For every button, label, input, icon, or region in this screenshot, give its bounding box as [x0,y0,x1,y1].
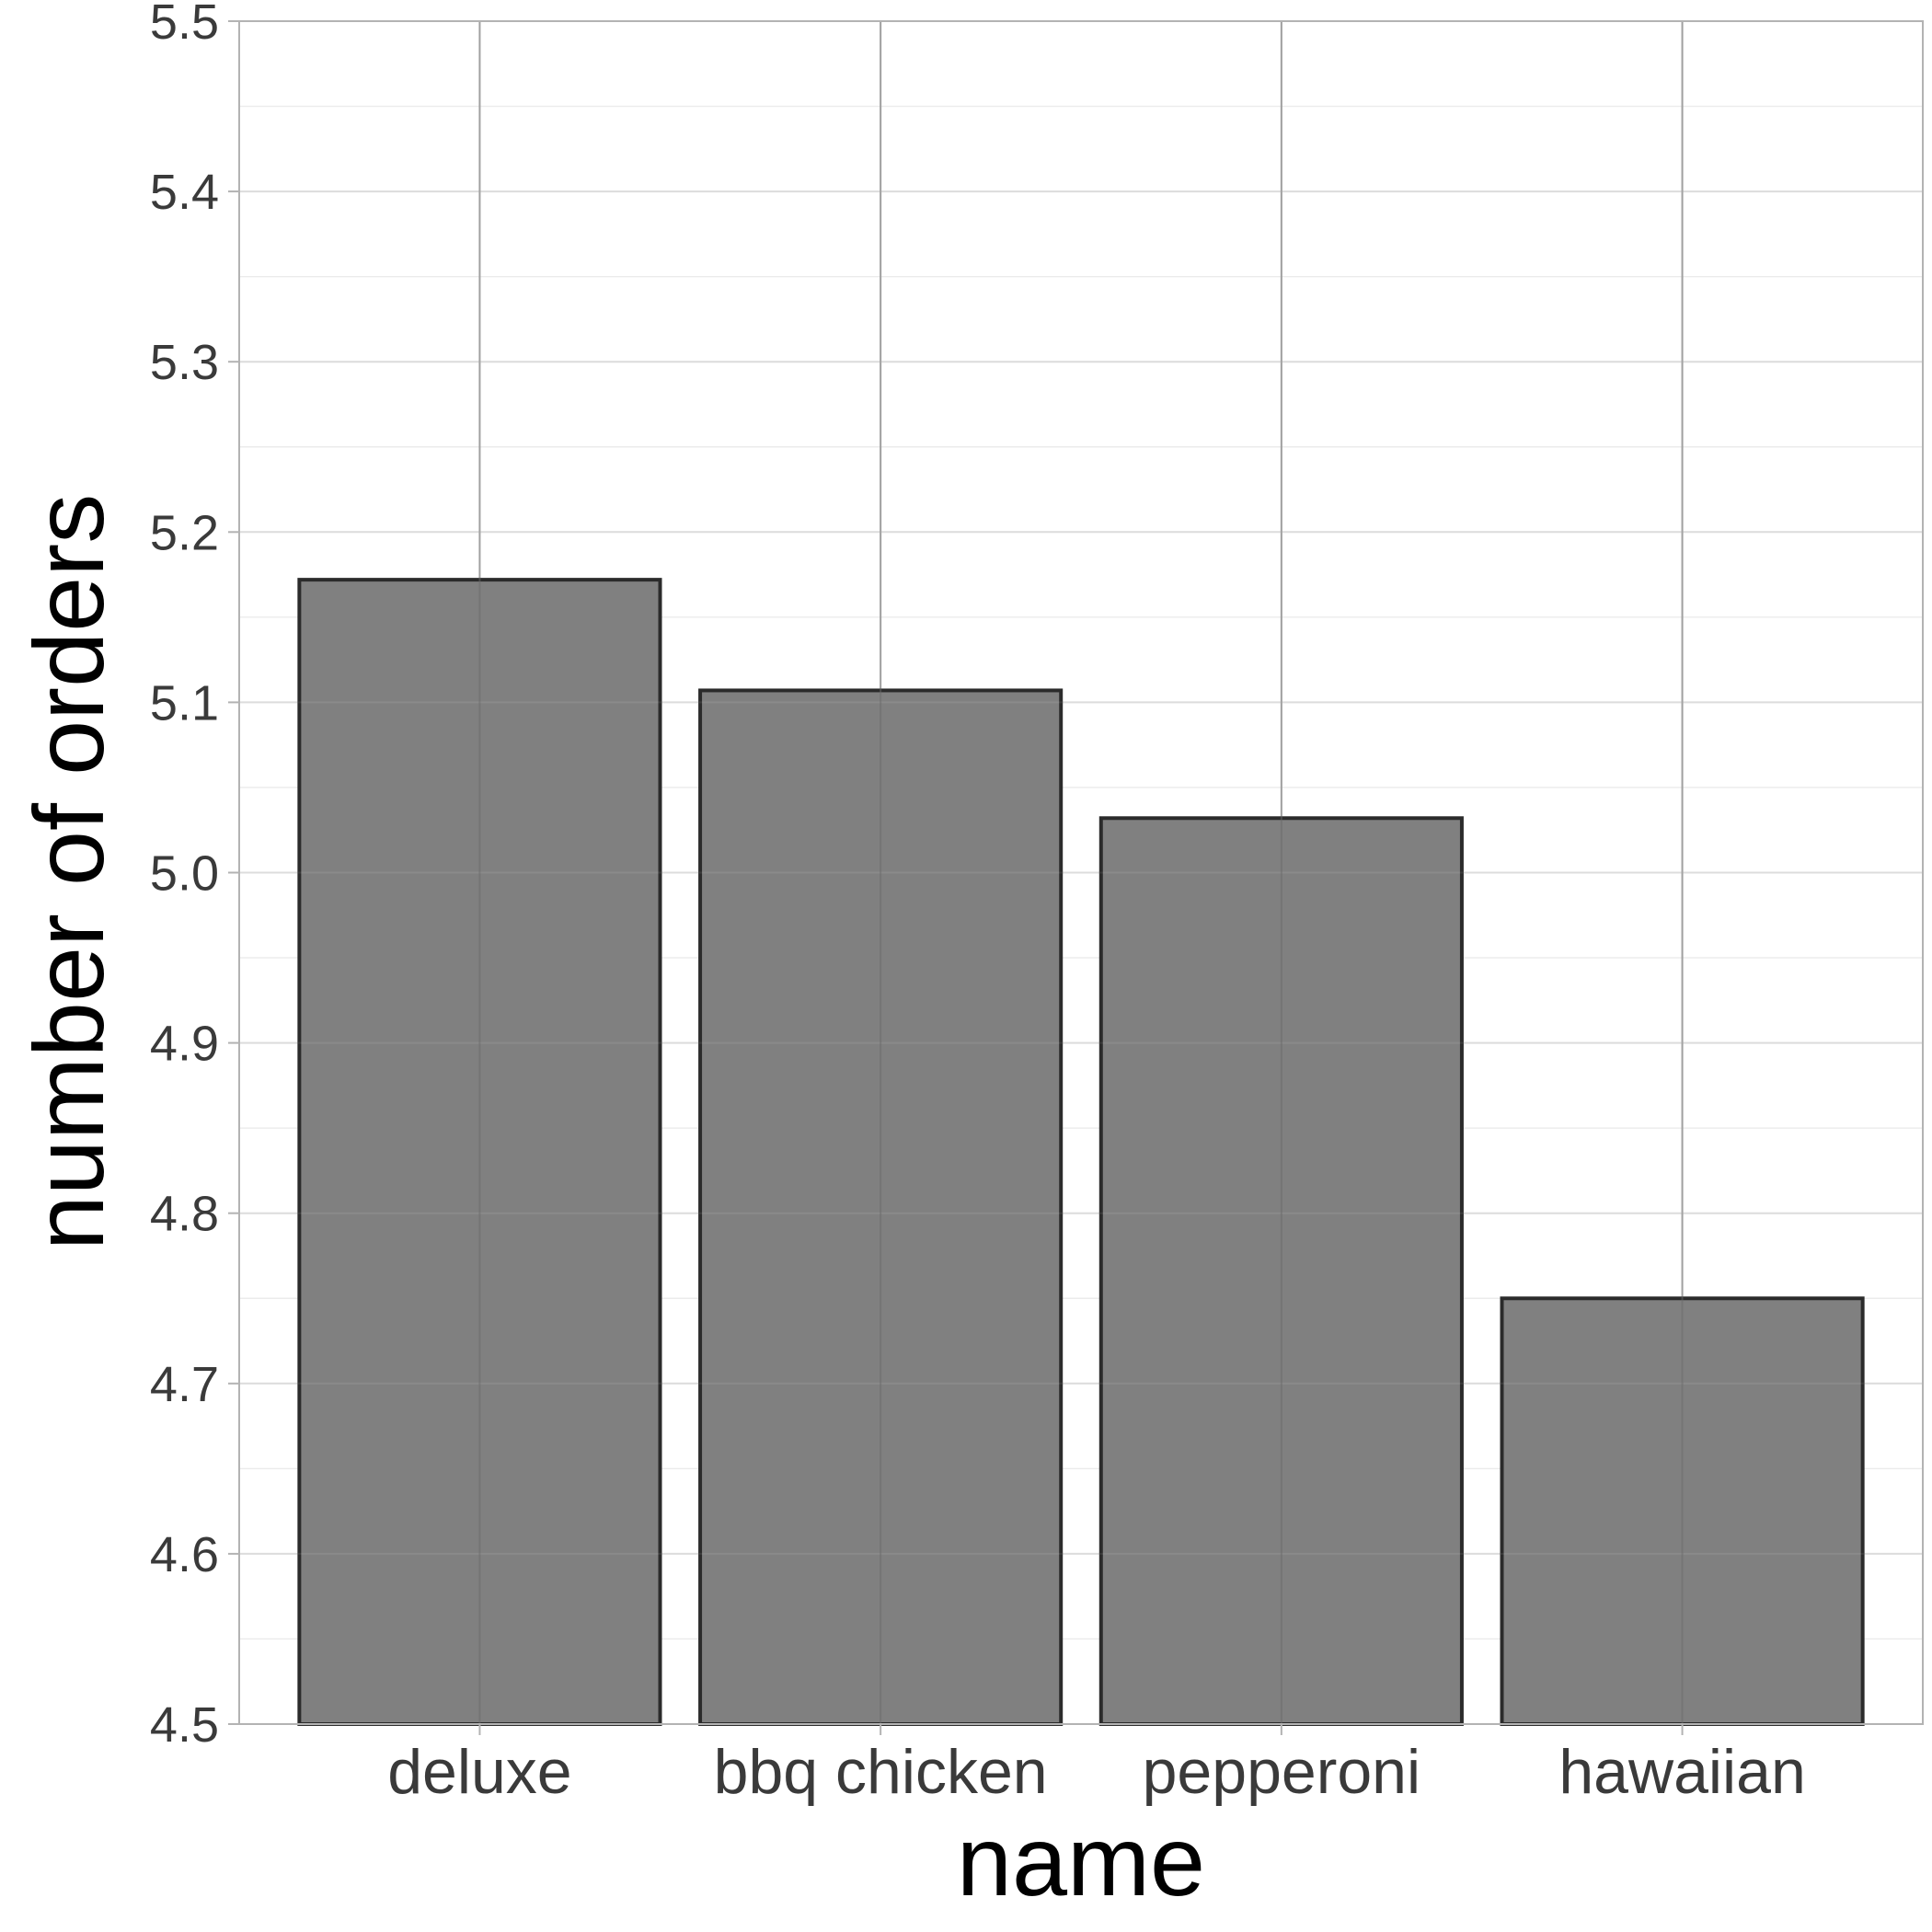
x-axis-title: name [957,1805,1205,1916]
axis-layer: 4.5 4.6 4.7 4.8 4.9 5.0 5.1 5.2 5.3 5.4 5.5 deluxe b… [150,0,1806,1807]
y-tick-label: 5.4 [150,165,219,220]
x-tick-label: bbq chicken [714,1737,1048,1807]
y-tick-label: 5.1 [150,675,219,730]
y-tick-label: 5.0 [150,846,219,902]
bar-layer [297,578,1865,1726]
x-tick-label: hawaiian [1558,1737,1805,1807]
grid-overlay [239,20,1923,1725]
y-tick-label: 4.9 [150,1017,219,1072]
y-tick-label: 4.7 [150,1357,219,1412]
y-tick-label: 5.5 [150,0,219,50]
y-axis-title: number of orders [13,494,124,1250]
y-tick-label: 5.2 [150,505,219,560]
y-tick-label: 4.8 [150,1187,219,1242]
y-tick-label: 5.3 [150,335,219,390]
x-tick-label: deluxe [387,1737,571,1807]
x-tick-label: pepperoni [1143,1737,1420,1807]
y-tick-label: 4.6 [150,1527,219,1582]
y-tick-label: 4.5 [150,1697,219,1753]
